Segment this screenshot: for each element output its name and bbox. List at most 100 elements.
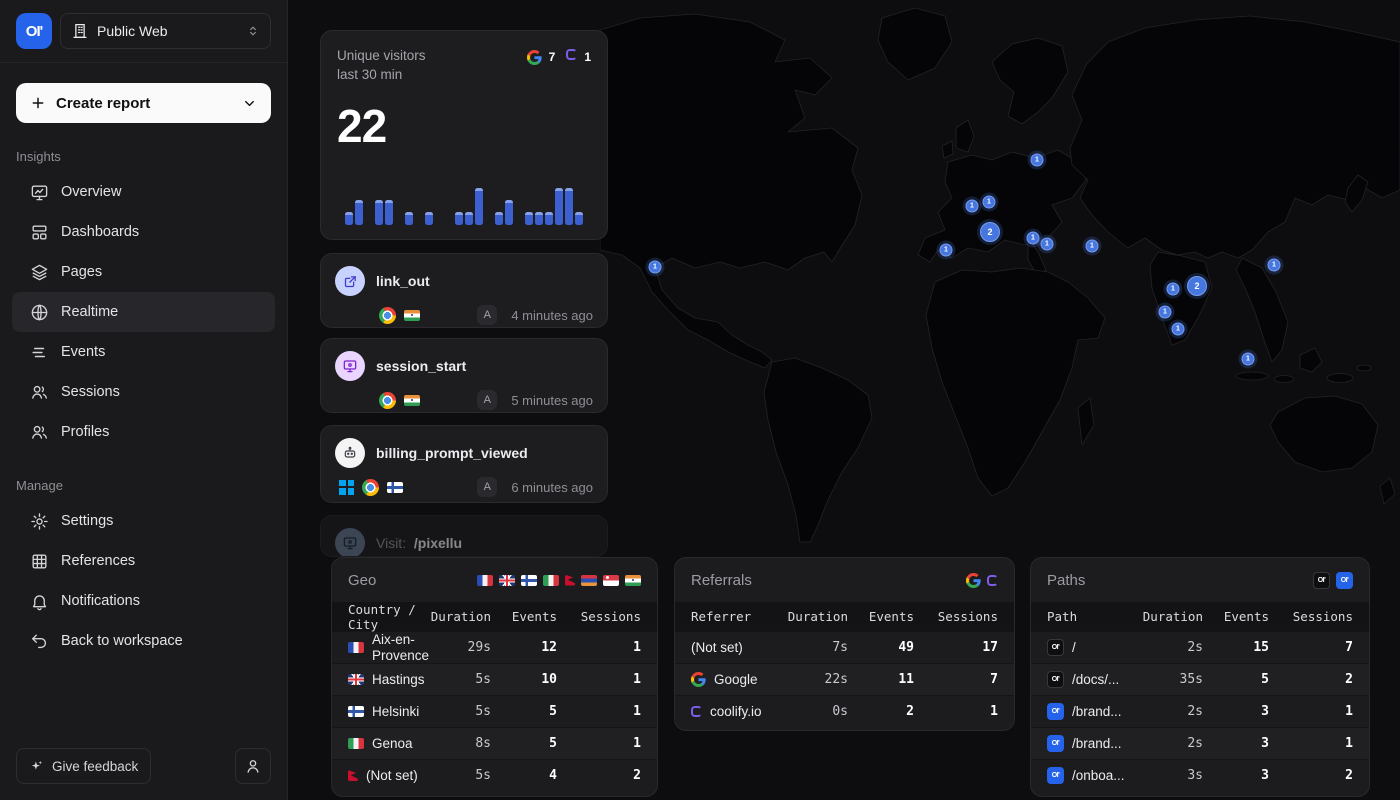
flag-in-icon	[625, 574, 641, 586]
visitors-bar	[575, 212, 583, 225]
geo-table-row[interactable]: (Not set) 5s 4 2	[332, 759, 657, 791]
profile-badge: A	[477, 305, 498, 325]
flag-in-icon	[404, 309, 420, 321]
visitors-bar	[405, 212, 413, 225]
sidebar-item-label: Realtime	[61, 304, 119, 320]
chrome-icon	[379, 391, 396, 409]
event-path: /pixellu	[413, 535, 463, 551]
sidebar-item-profiles[interactable]: Profiles	[12, 412, 275, 452]
google-icon	[966, 572, 981, 588]
sidebar-item-back-to-workspace[interactable]: Back to workspace	[12, 621, 275, 661]
map-visitor-dot[interactable]: 1	[982, 195, 996, 209]
building-icon	[71, 22, 89, 40]
map-visitor-dot[interactable]: 1	[1267, 258, 1281, 272]
pages-icon	[30, 263, 49, 282]
map-visitor-dot[interactable]: 1	[965, 199, 979, 213]
path-table-row[interactable]: OI'/brand... 2s 3 1	[1031, 695, 1369, 727]
map-visitor-dot[interactable]: 2	[1187, 276, 1207, 296]
windows-icon	[339, 479, 354, 495]
referral-table-row[interactable]: Google 22s 11 7	[675, 663, 1014, 695]
path-table-row[interactable]: OI'/docs/... 35s 5 2	[1031, 663, 1369, 695]
map-visitor-dot[interactable]: 1	[939, 243, 953, 257]
event-card-visit-pixellu[interactable]: Visit: /pixellu	[320, 515, 608, 557]
sidebar-item-notifications[interactable]: Notifications	[12, 581, 275, 621]
map-visitor-dot[interactable]: 1	[1166, 282, 1180, 296]
event-time: 6 minutes ago	[511, 479, 593, 495]
visitors-bar	[375, 200, 383, 225]
sidebar-item-pages[interactable]: Pages	[12, 252, 275, 292]
sidebar-item-realtime[interactable]: Realtime	[12, 292, 275, 332]
referral-table-row[interactable]: (Not set) 7s 49 17	[675, 631, 1014, 663]
chrome-icon	[362, 478, 379, 496]
map-visitor-dot[interactable]: 1	[648, 260, 662, 274]
geo-panel-title: Geo	[348, 571, 377, 589]
give-feedback-label: Give feedback	[52, 758, 139, 774]
path-table-row[interactable]: OI'/onboa... 3s 3 2	[1031, 759, 1369, 791]
map-visitor-dot[interactable]: 2	[980, 222, 1000, 242]
monitor-icon	[335, 528, 365, 556]
app-logo[interactable]: OI'	[16, 13, 52, 49]
geo-table-row[interactable]: Hastings 5s 10 1	[332, 663, 657, 695]
map-visitor-dot[interactable]: 1	[1171, 322, 1185, 336]
referral-table-row[interactable]: coolify.io 0s 2 1	[675, 695, 1014, 727]
paths-panel: Paths OI' OI' Path Duration Events Sessi…	[1030, 557, 1370, 797]
coolify-visitor-count: 1	[584, 50, 591, 64]
visitors-card-title: Unique visitors last 30 min	[337, 48, 426, 82]
external-link-icon	[335, 266, 365, 296]
event-card-session-start[interactable]: session_start A 5 minutes ago	[320, 338, 608, 413]
profile-button[interactable]	[235, 748, 271, 784]
sidebar-item-events[interactable]: Events	[12, 332, 275, 372]
flag-gb-icon	[348, 674, 364, 686]
event-card-link-out[interactable]: link_out A 4 minutes ago	[320, 253, 608, 328]
favicon-blue-icon: OI'	[1047, 735, 1064, 752]
sidebar-item-sessions[interactable]: Sessions	[12, 372, 275, 412]
project-selector-label: Public Web	[97, 23, 168, 39]
bell-icon	[30, 592, 49, 611]
map-visitor-dot[interactable]: 1	[1158, 305, 1172, 319]
visitors-bar	[565, 188, 573, 225]
map-visitor-dot[interactable]: 1	[1085, 239, 1099, 253]
visitors-bar	[465, 212, 473, 225]
map-visitor-dot[interactable]: 1	[1026, 231, 1040, 245]
geo-country-flags	[477, 574, 641, 586]
sidebar-item-label: Dashboards	[61, 224, 140, 240]
geo-table-row[interactable]: Aix-en-Provence 29s 12 1	[332, 631, 657, 663]
create-report-button[interactable]: Create report	[16, 83, 271, 123]
path-table-row[interactable]: OI'/ 2s 15 7	[1031, 631, 1369, 663]
path-table-row[interactable]: OI'/brand... 2s 3 1	[1031, 727, 1369, 759]
flag-fi-icon	[521, 574, 537, 586]
visitors-bar	[475, 188, 483, 225]
unique-visitors-count: 22	[337, 99, 387, 152]
event-time: 4 minutes ago	[511, 307, 593, 323]
sidebar-item-overview[interactable]: Overview	[12, 172, 275, 212]
give-feedback-button[interactable]: Give feedback	[16, 748, 152, 784]
events-icon	[30, 343, 49, 362]
visitor-browser-counts: 7 1	[526, 47, 591, 85]
create-report-label: Create report	[56, 94, 151, 112]
sidebar-item-settings[interactable]: Settings	[12, 501, 275, 541]
geo-panel: Geo Country / City Duration Events Sessi…	[331, 557, 658, 797]
sidebar-item-references[interactable]: References	[12, 541, 275, 581]
coolify-icon	[987, 574, 998, 586]
project-selector[interactable]: Public Web	[60, 13, 271, 49]
sidebar-header: OI' Public Web	[0, 0, 287, 63]
geo-table-row[interactable]: Helsinki 5s 5 1	[332, 695, 657, 727]
flag-np-icon	[348, 770, 358, 782]
flag-am-icon	[581, 574, 597, 586]
gear-icon	[30, 512, 49, 531]
sidebar-item-dashboards[interactable]: Dashboards	[12, 212, 275, 252]
geo-table-row[interactable]: Genoa 8s 5 1	[332, 727, 657, 759]
sessions-icon	[30, 383, 49, 402]
map-visitor-dot[interactable]: 1	[1030, 153, 1044, 167]
map-visitor-dot[interactable]: 1	[1040, 237, 1054, 251]
paths-panel-title: Paths	[1047, 571, 1086, 589]
visitors-bar	[425, 212, 433, 225]
visitors-bar	[345, 212, 353, 225]
event-name: session_start	[376, 358, 467, 374]
map-visitor-dot[interactable]: 1	[1241, 352, 1255, 366]
event-card-billing-prompt-viewed[interactable]: billing_prompt_viewed A 6 minutes ago	[320, 425, 608, 503]
sidebar-item-label: Overview	[61, 184, 122, 200]
referrals-table-header: Referrer Duration Events Sessions	[675, 602, 1014, 631]
